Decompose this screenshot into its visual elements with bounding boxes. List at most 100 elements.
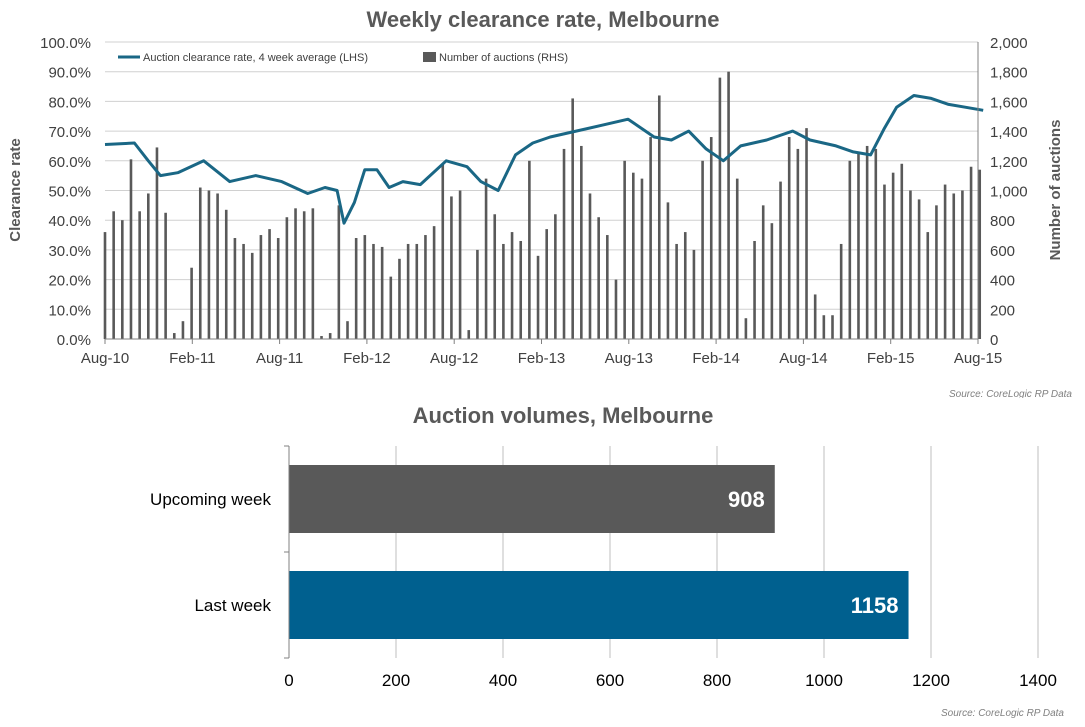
auction-bar [259, 235, 263, 339]
y-tick-label: 0.0% [57, 332, 91, 349]
auction-bar [354, 238, 358, 339]
source-note: Source: CoreLogic RP Data [941, 708, 1064, 719]
x-tick-label: Aug-15 [954, 350, 1002, 367]
auction-bar [848, 160, 852, 339]
auction-bar [346, 321, 349, 339]
auction-bar [320, 336, 323, 339]
x-tick-label: Aug-14 [779, 350, 827, 367]
clearance-line [104, 94, 984, 225]
y-axis-title-left: Clearance rate [7, 138, 24, 241]
auction-bar [545, 229, 548, 339]
auction-bar [510, 232, 514, 339]
auction-bar [450, 196, 453, 339]
y-tick-label: 60.0% [48, 154, 91, 171]
x-tick-label: Aug-11 [256, 350, 303, 367]
auction-bar [735, 178, 739, 339]
auction-bar [138, 211, 141, 339]
auction-bar [675, 243, 678, 339]
auction-bar [294, 208, 297, 339]
auction-bar [250, 252, 254, 339]
legend-bar-swatch [423, 52, 436, 62]
auction-bar [891, 172, 895, 339]
auction-bar [554, 214, 557, 339]
auction-bar [285, 217, 289, 339]
auction-bar [683, 232, 687, 339]
auction-bar [276, 238, 280, 339]
x-axis: Aug-10 Feb-11 Aug-11 Feb-12 Aug-12 Feb-13 Aug-… [81, 339, 1002, 367]
y-tick-label: 50.0% [48, 184, 91, 201]
x-tick-label: Aug-13 [605, 350, 653, 367]
x-tick-label: Feb-11 [169, 350, 215, 367]
auction-bar [328, 333, 332, 339]
auction-bar [242, 243, 245, 339]
auction-bar [917, 199, 921, 339]
auction-bar [155, 147, 159, 339]
auction-bar [657, 95, 661, 340]
x-tick-label: Feb-14 [692, 350, 740, 367]
auction-bar [727, 71, 730, 339]
auction-bar [103, 232, 107, 339]
auction-bar [476, 249, 479, 339]
auction-bar [372, 243, 375, 339]
legend-line-label: Auction clearance rate, 4 week average (… [143, 52, 368, 64]
auction-bar [181, 321, 185, 339]
y-tick-label: 80.0% [48, 94, 91, 111]
auction-bar [467, 330, 471, 339]
x-tick-label: Feb-12 [343, 350, 391, 367]
y-axis-title-right: Number of auctions [1047, 120, 1064, 261]
auction-bar [112, 211, 115, 339]
auction-bar [562, 148, 566, 339]
auction-bar [796, 148, 800, 339]
x-tick-label: 1000 [805, 671, 843, 690]
x-axis: 0 200 400 600 800 1000 1200 1400 [284, 671, 1057, 690]
auction-bar [302, 211, 306, 339]
auction-bar [701, 160, 704, 339]
auction-bar [207, 190, 211, 339]
auction-bar [363, 235, 367, 339]
y-tick-label: 10.0% [48, 302, 91, 319]
category-labels: Upcoming week Last week [150, 490, 271, 615]
auction-bar [822, 315, 826, 339]
category-label: Upcoming week [150, 490, 271, 509]
auction-bar [484, 178, 488, 339]
auction-bar [458, 190, 462, 339]
auction-bar [926, 232, 930, 339]
x-tick-label: Feb-15 [867, 350, 915, 367]
auction-bar [380, 246, 384, 339]
auction-bar [424, 235, 427, 339]
x-tick-label: 1400 [1019, 671, 1057, 690]
volume-bar [289, 465, 775, 533]
auction-bar [432, 226, 436, 339]
bar-value-label: 1158 [851, 593, 899, 618]
auction-bar [883, 184, 886, 339]
auction-bar [536, 255, 540, 339]
x-tick-label: 400 [489, 671, 517, 690]
auction-bar [441, 163, 445, 339]
y2-tick-label: 2,000 [990, 35, 1028, 52]
auction-bar [831, 315, 834, 339]
auction-bar [857, 151, 860, 339]
y2-tick-label: 1,800 [990, 65, 1028, 82]
auction-bar [164, 212, 167, 339]
auction-bar [874, 148, 878, 339]
auction-bar [519, 240, 523, 339]
source-note: Source: CoreLogic RP Data [949, 389, 1072, 398]
auction-bar [580, 145, 583, 339]
auction-bar [952, 193, 956, 339]
x-tick-label: Aug-10 [81, 350, 129, 367]
auction-bar [389, 276, 393, 339]
auction-bar [415, 243, 419, 339]
y-tick-label: 100.0% [40, 35, 91, 52]
y2-tick-label: 200 [990, 302, 1015, 319]
clearance-rate-line [104, 94, 984, 225]
bar-value-label: 908 [728, 487, 765, 512]
auction-bar [787, 137, 791, 339]
y2-tick-label: 1,000 [990, 184, 1028, 201]
y2-tick-label: 0 [990, 332, 998, 349]
category-label: Last week [194, 596, 271, 615]
x-tick-label: 1200 [912, 671, 950, 690]
auction-bar [198, 187, 202, 339]
auction-bar [805, 128, 808, 339]
auction-bar [337, 205, 341, 339]
auction-bar [502, 243, 505, 339]
